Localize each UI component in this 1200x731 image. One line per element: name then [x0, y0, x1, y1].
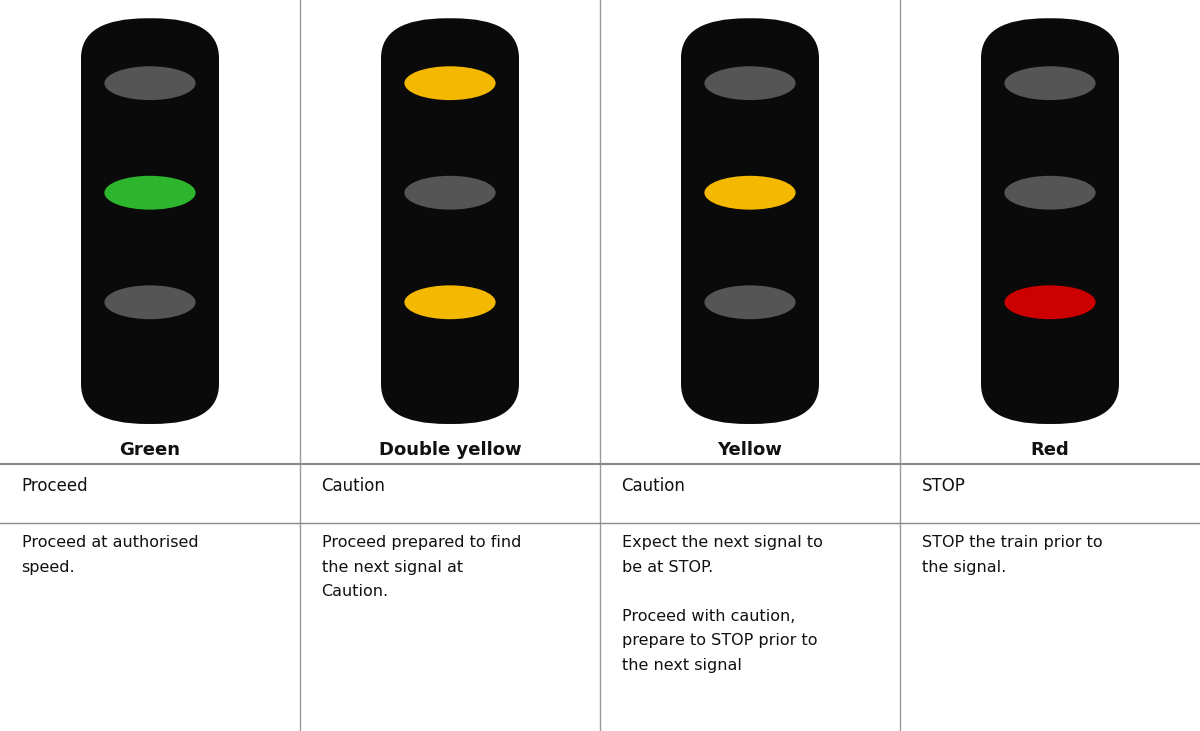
- Text: Caution: Caution: [622, 477, 685, 495]
- Ellipse shape: [104, 285, 196, 319]
- Text: Proceed at authorised
speed.: Proceed at authorised speed.: [22, 535, 198, 575]
- FancyBboxPatch shape: [682, 18, 818, 424]
- Text: Green: Green: [120, 441, 180, 458]
- Text: Red: Red: [1031, 441, 1069, 458]
- FancyBboxPatch shape: [982, 18, 1120, 424]
- Ellipse shape: [404, 176, 496, 210]
- Ellipse shape: [404, 67, 496, 100]
- Ellipse shape: [104, 67, 196, 100]
- Text: Caution: Caution: [322, 477, 385, 495]
- Text: Proceed prepared to find
the next signal at
Caution.: Proceed prepared to find the next signal…: [322, 535, 521, 599]
- Ellipse shape: [1004, 176, 1096, 210]
- Ellipse shape: [704, 67, 796, 100]
- Text: Expect the next signal to
be at STOP.

Proceed with caution,
prepare to STOP pri: Expect the next signal to be at STOP. Pr…: [622, 535, 822, 673]
- FancyBboxPatch shape: [382, 18, 520, 424]
- Ellipse shape: [704, 285, 796, 319]
- Text: Yellow: Yellow: [718, 441, 782, 458]
- Ellipse shape: [104, 176, 196, 210]
- Ellipse shape: [404, 285, 496, 319]
- Text: Proceed: Proceed: [22, 477, 89, 495]
- Text: Double yellow: Double yellow: [379, 441, 521, 458]
- Text: STOP: STOP: [922, 477, 966, 495]
- Ellipse shape: [1004, 285, 1096, 319]
- FancyBboxPatch shape: [82, 18, 220, 424]
- Ellipse shape: [1004, 67, 1096, 100]
- Ellipse shape: [704, 176, 796, 210]
- Text: STOP the train prior to
the signal.: STOP the train prior to the signal.: [922, 535, 1103, 575]
